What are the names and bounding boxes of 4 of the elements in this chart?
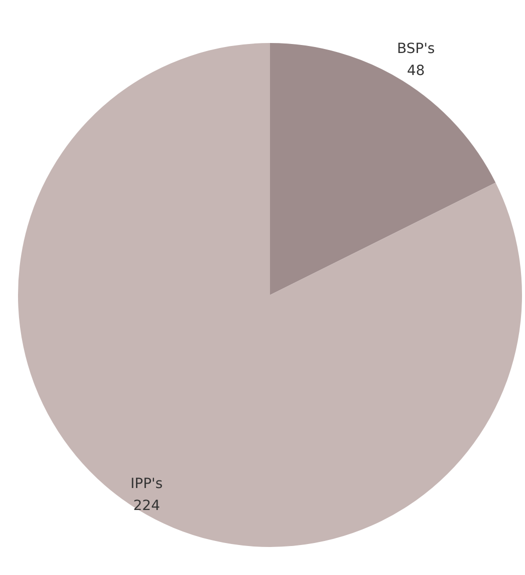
data-label: 224 — [133, 498, 160, 514]
slice-label: BSP's — [397, 40, 435, 57]
data-label: 48 — [407, 62, 425, 79]
slice-label: IPP's — [130, 476, 163, 492]
